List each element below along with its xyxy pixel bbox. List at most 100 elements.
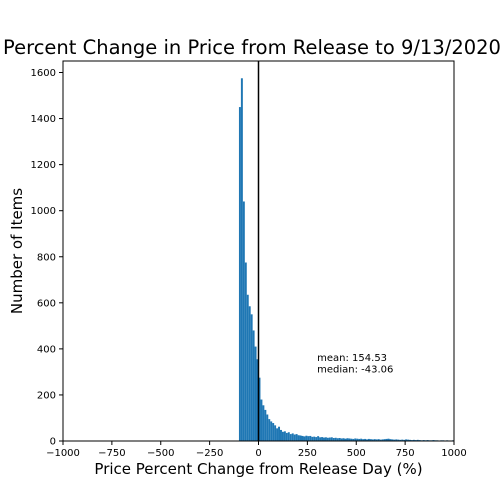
- histogram-bar: [244, 262, 247, 441]
- histogram-bar: [264, 409, 267, 441]
- y-tick-label: 200: [37, 390, 56, 401]
- histogram-bar: [391, 439, 394, 441]
- histogram-bar: [246, 294, 249, 441]
- histogram-bar: [385, 438, 388, 441]
- histogram-bar: [350, 438, 353, 441]
- histogram-bar: [348, 438, 351, 441]
- histogram-bar: [332, 438, 335, 441]
- histogram-bar: [360, 438, 363, 441]
- histogram-bar: [278, 426, 281, 441]
- histogram-bar: [381, 439, 384, 441]
- histogram-bar: [366, 439, 368, 441]
- x-axis-label: Price Percent Change from Release Day (%…: [94, 460, 422, 478]
- histogram-bar: [364, 438, 367, 441]
- histogram-bar: [276, 428, 279, 441]
- histogram-bar: [280, 429, 282, 441]
- y-tick-label: 1600: [31, 68, 56, 79]
- histogram-bar: [262, 405, 265, 441]
- histogram-bar: [299, 435, 302, 441]
- histogram-bar: [326, 437, 329, 441]
- histogram-bar: [354, 438, 357, 441]
- histogram-bar: [254, 346, 257, 441]
- histogram-bar: [238, 107, 241, 441]
- histogram-bar: [377, 439, 380, 441]
- histogram-bar: [383, 439, 386, 441]
- histogram-bar: [330, 437, 333, 441]
- histogram-bar: [301, 435, 304, 441]
- histogram-bar: [340, 438, 343, 441]
- histogram-bar: [369, 439, 372, 441]
- y-tick-label: 0: [50, 437, 56, 448]
- histogram-bar: [268, 419, 271, 441]
- histogram-bar: [338, 438, 341, 441]
- histogram-bar: [409, 439, 411, 441]
- y-tick-label: 1400: [31, 114, 56, 125]
- x-tick-label: −250: [196, 448, 223, 459]
- histogram-bar: [407, 439, 410, 441]
- x-tick-label: −750: [98, 448, 125, 459]
- histogram-bar: [274, 425, 277, 441]
- histogram-bar: [328, 437, 331, 441]
- histogram-bar: [256, 359, 259, 441]
- y-axis-ticks: 0 200 400 600 800 1000 1200 1400 1600: [31, 68, 63, 448]
- histogram-bar: [317, 436, 320, 441]
- x-tick-label: 1000: [441, 448, 466, 459]
- histogram-bar: [352, 438, 355, 441]
- histogram-bar: [258, 377, 261, 441]
- x-tick-label: −500: [147, 448, 174, 459]
- histogram-bar: [321, 437, 324, 441]
- histogram-bar: [307, 436, 310, 441]
- histogram-bar: [289, 434, 292, 441]
- histogram-bar: [297, 435, 300, 441]
- histogram-bar: [399, 439, 402, 441]
- x-tick-label: 0: [255, 448, 261, 459]
- mean-annotation: mean: 154.53: [317, 353, 387, 364]
- histogram-bar: [281, 431, 284, 441]
- median-annotation: median: -43.06: [317, 365, 393, 376]
- histogram-bar: [311, 436, 314, 441]
- histogram-bar: [285, 432, 288, 441]
- histogram-bar: [303, 436, 306, 441]
- x-tick-label: 250: [298, 448, 317, 459]
- histogram-bar: [315, 437, 318, 441]
- histogram-bar: [375, 439, 378, 441]
- histogram-bar: [403, 439, 406, 441]
- histogram-bar: [305, 435, 308, 441]
- histogram-bar: [401, 439, 404, 441]
- histogram-bar: [272, 423, 275, 441]
- histogram-bar: [319, 437, 322, 441]
- histogram-bar: [416, 439, 419, 441]
- histogram-bar: [291, 433, 294, 441]
- histogram-bar: [373, 439, 376, 441]
- histogram-bar: [397, 439, 400, 441]
- histogram-bar: [309, 435, 312, 441]
- histogram-bar: [387, 438, 390, 441]
- histogram-bar: [362, 439, 365, 441]
- y-tick-label: 400: [37, 344, 56, 355]
- histogram-bar: [295, 434, 298, 441]
- bars-group: [238, 78, 454, 441]
- y-tick-label: 1000: [31, 206, 56, 217]
- histogram-bar: [323, 437, 325, 441]
- histogram-bar: [240, 78, 243, 441]
- histogram-bar: [344, 438, 347, 441]
- histogram-bar: [324, 437, 327, 441]
- y-axis-label: Number of Items: [8, 188, 26, 314]
- histogram-bar: [405, 439, 408, 441]
- histogram-bar: [270, 421, 273, 441]
- histogram-bar: [346, 438, 349, 441]
- x-axis-ticks: −1000 −750 −500 −250 0 250 500 750 1000: [46, 441, 467, 459]
- histogram-bar: [250, 314, 253, 441]
- histogram-bar: [242, 201, 245, 441]
- histogram-bar: [379, 439, 382, 441]
- histogram-bar: [287, 432, 290, 441]
- histogram-bar: [313, 436, 316, 441]
- y-tick-label: 1200: [31, 160, 56, 171]
- histogram-bar: [342, 438, 345, 441]
- histogram-bar: [367, 438, 370, 441]
- histogram-bar: [260, 399, 263, 441]
- histogram-bar: [336, 438, 339, 441]
- histogram-bar: [412, 439, 415, 441]
- chart-title: Percent Change in Price from Release to …: [3, 36, 501, 59]
